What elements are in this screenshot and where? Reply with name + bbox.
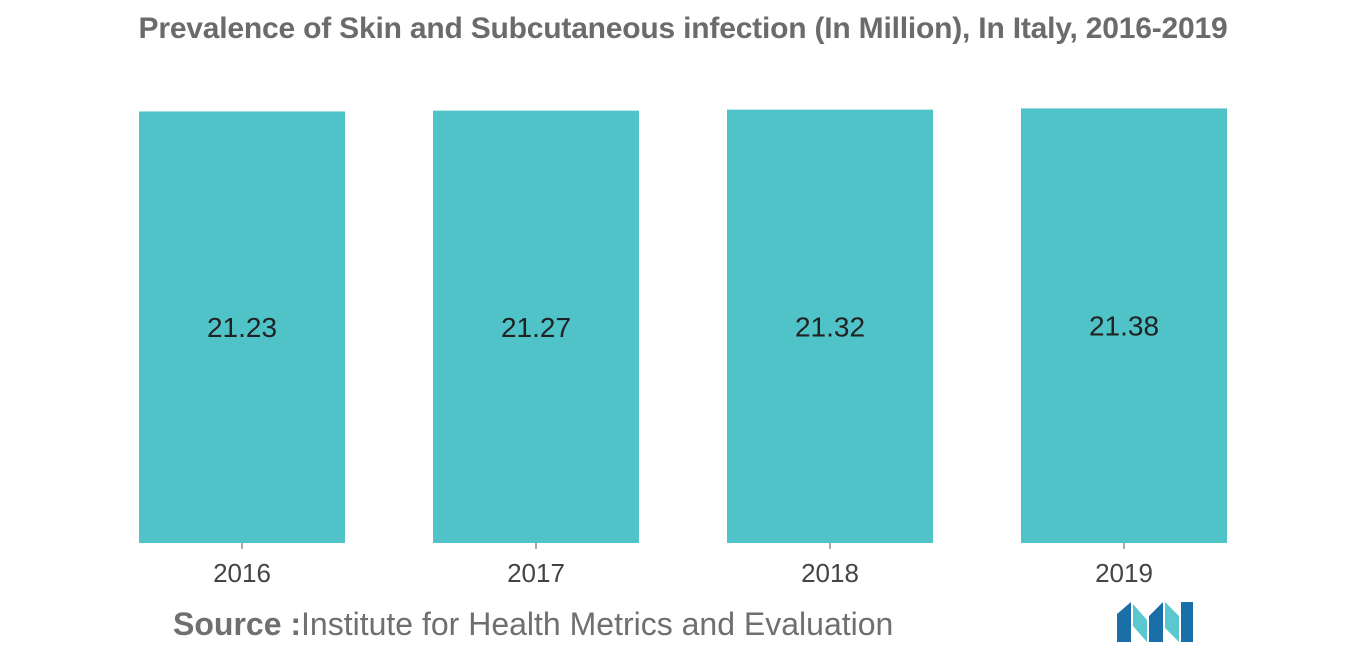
source-label: Source :: [173, 606, 302, 642]
x-tick-label-2018: 2018: [801, 558, 859, 588]
x-tick-label-2016: 2016: [213, 558, 271, 588]
data-label-2019: 21.38: [1089, 311, 1159, 342]
bar-2018: [727, 109, 933, 544]
bar-2019: [1021, 108, 1227, 543]
source-note: Source :Institute for Health Metrics and…: [173, 606, 893, 643]
data-label-2018: 21.32: [795, 311, 865, 342]
bar-2016: [139, 111, 345, 544]
data-labels-layer: 21.23 21.27 21.32 21.38: [207, 311, 1159, 344]
source-text: Institute for Health Metrics and Evaluat…: [301, 606, 894, 642]
x-axis-ticks-layer: 2016 2017 2018 2019: [213, 543, 1153, 588]
chart-title: Prevalence of Skin and Subcutaneous infe…: [138, 12, 1228, 45]
bar-2017: [433, 110, 639, 544]
x-tick-label-2017: 2017: [507, 558, 565, 588]
mordor-intelligence-logo-icon: [1117, 602, 1193, 642]
data-label-2017: 21.27: [501, 312, 571, 343]
data-label-2016: 21.23: [207, 312, 277, 343]
x-tick-label-2019: 2019: [1095, 558, 1153, 588]
bars-layer: [139, 108, 1227, 544]
